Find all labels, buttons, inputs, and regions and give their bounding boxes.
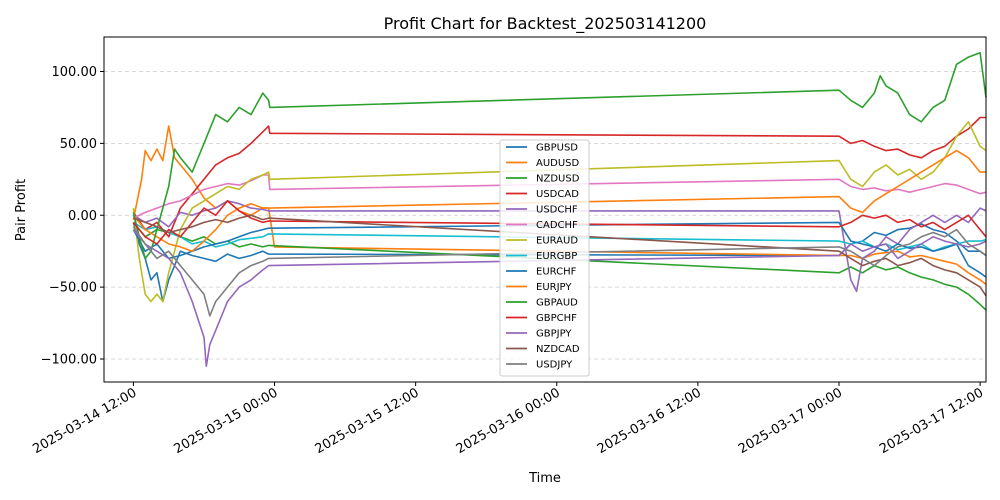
series-line-gbpaud [132, 52, 987, 260]
x-axis-title: Time [528, 471, 561, 486]
legend-label: USDCAD [536, 189, 579, 200]
y-tick-label: 0.00 [68, 209, 97, 224]
series-line-gbpchf [132, 200, 987, 245]
series-line-nzdcad [133, 214, 987, 297]
legend-label: EURAUD [536, 236, 578, 247]
legend-label: NZDUSD [536, 174, 580, 185]
series-line-eurjpy [132, 149, 986, 252]
y-axis-title: Pair Profit [14, 179, 29, 241]
series-line-usdcad [132, 116, 986, 238]
series-line-usdchf [132, 200, 987, 293]
series-line-eurchf [132, 221, 987, 278]
series-line-eurgbp [132, 221, 987, 252]
legend-label: EURJPY [536, 282, 572, 293]
y-axis-ticks: −100.00 −50.00 0.00 50.00 100.00 [41, 65, 104, 368]
legend-label: CADCHF [536, 220, 578, 231]
y-tick-label: 50.00 [60, 137, 97, 152]
legend: GBPUSD AUDUSD NZDUSD USDCAD USDCHF CADCHF EURA… [499, 139, 590, 377]
legend-label: GBPAUD [536, 298, 578, 309]
legend-label: USDCHF [536, 205, 578, 216]
legend-label: AUDUSD [536, 158, 580, 169]
plot-area-frame [103, 36, 987, 383]
legend-label: EURGBP [536, 251, 577, 262]
y-tick-label: 100.00 [52, 65, 98, 80]
series-line-nzdusd [132, 221, 987, 311]
legend-label: NZDCAD [536, 344, 580, 355]
y-tick-label: −50.00 [49, 281, 97, 296]
legend-label: EURCHF [536, 267, 577, 278]
chart-title: Profit Chart for Backtest_202503141200 [384, 14, 707, 34]
legend-label: GBPJPY [536, 329, 572, 340]
legend-label: USDJPY [536, 360, 573, 371]
y-tick-label: −100.00 [41, 353, 97, 368]
legend-label: GBPUSD [536, 143, 578, 154]
legend-label: GBPCHF [536, 313, 577, 324]
series-line-euraud [132, 121, 987, 303]
series-line-gbpjpy [132, 229, 987, 367]
